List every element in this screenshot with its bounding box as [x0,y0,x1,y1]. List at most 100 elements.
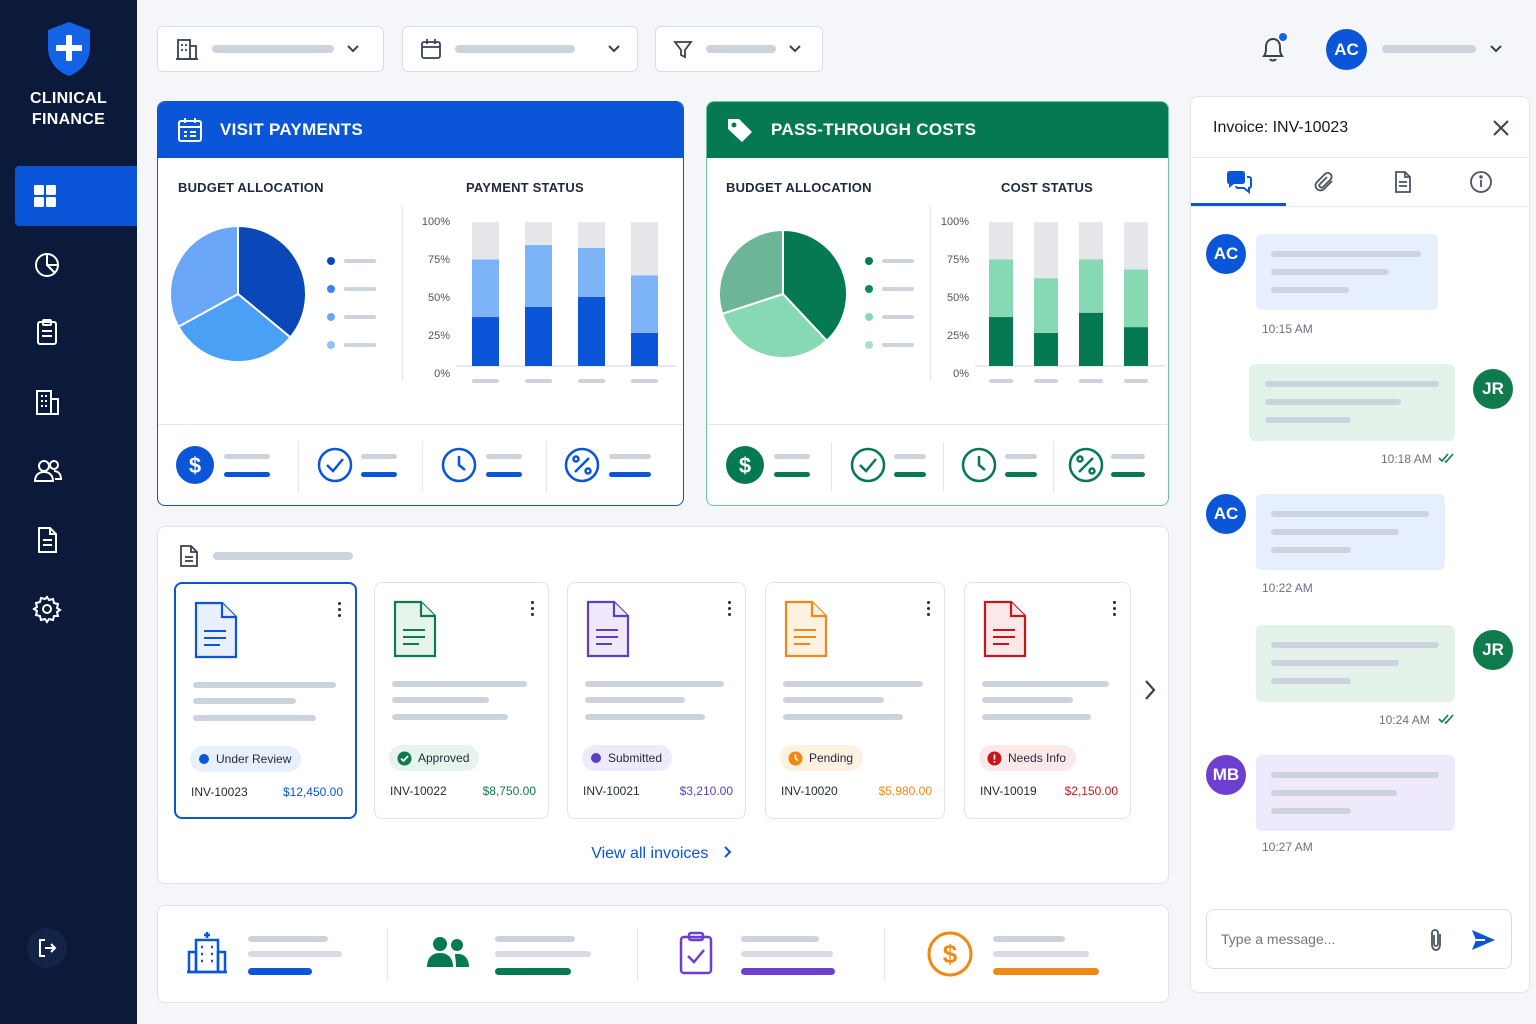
summary-panel: $ [157,905,1169,1003]
invoice-amount: $12,450.00 [282,785,343,799]
sidebar-item-sites[interactable] [15,372,137,432]
y-tick: 25% [427,330,450,342]
bar-segment [1079,259,1103,313]
invoice-card[interactable]: Under Review INV-10023 $12,450.00 [174,582,357,819]
status-badge: Approved [389,745,480,771]
logout-button[interactable] [27,928,67,968]
placeholder-bar [706,45,776,53]
message-line [1271,660,1399,666]
clock-icon [441,447,477,483]
notifications-button[interactable] [1256,32,1290,71]
avatar: JR [1473,369,1513,409]
dollar-icon: $ [176,446,214,484]
dollar-circle-icon: $ [927,931,973,977]
visit-payments-stats [158,424,683,504]
close-icon[interactable] [1491,118,1511,138]
paperclip-icon[interactable] [1425,927,1447,953]
sidebar-item-reports[interactable] [15,234,137,294]
filter-dropdown[interactable] [655,26,823,72]
invoice-card[interactable]: Pending INV-10020 $5,980.00 [765,582,945,819]
card-line [783,697,884,703]
summary-value-placeholder [741,936,835,975]
chevron-down-icon[interactable] [1489,44,1503,54]
stat-value-placeholder [774,454,810,477]
divider [930,206,931,381]
user-avatar[interactable]: AC [1326,29,1367,70]
card-line [193,682,336,688]
sidebar-item-documents[interactable] [15,510,137,570]
invoice-amount: $5,980.00 [878,784,932,798]
legend-label [882,259,914,263]
message-time: 10:27 AM [1262,840,1313,854]
sidebar-item-tasks[interactable] [15,302,137,362]
card-line [783,714,903,720]
chat-message [1256,625,1455,702]
tab-attachments[interactable] [1286,158,1364,206]
pie-slice [177,292,292,363]
message-input[interactable] [1221,928,1421,950]
bar-segment [989,222,1013,260]
bar-segment [1079,222,1103,260]
card-line [982,681,1109,687]
invoice-id: INV-10019 [980,784,1037,798]
tag-icon [728,119,752,142]
site-filter-dropdown[interactable] [157,26,384,72]
chevron-down-icon [789,45,801,53]
status-dot-icon [591,753,601,763]
bar-segment [631,222,658,276]
more-options-button[interactable] [531,601,535,619]
check-circle-icon [317,447,353,483]
clock-icon [961,447,997,483]
divider [637,928,638,980]
sidebar-item-users[interactable] [15,441,137,501]
bar-segment [1124,222,1148,270]
payment-status-bar-chart [456,222,676,383]
clock-icon [788,751,803,765]
card-line [585,714,705,720]
message-line [1271,269,1389,275]
percent-icon [1068,447,1104,483]
send-icon[interactable] [1469,926,1497,954]
stat-value-placeholder [486,454,522,477]
x-tick-label [525,379,552,383]
message-line [1271,251,1421,257]
more-options-button[interactable] [1113,601,1117,619]
more-options-button[interactable] [927,601,931,619]
x-tick-label [1124,379,1148,383]
invoice-card[interactable]: Submitted INV-10021 $3,210.00 [567,582,746,819]
tab-documents[interactable] [1364,158,1442,206]
x-tick-label [989,379,1013,383]
avatar: MB [1206,755,1246,795]
card-line [392,714,508,720]
more-options-button[interactable] [728,601,732,619]
chevron-right-icon[interactable] [1141,678,1159,702]
building-icon [176,39,198,60]
message-line [1271,511,1429,517]
document-icon [1395,171,1411,193]
double-check-icon [1438,453,1454,464]
tab-info[interactable] [1442,158,1520,206]
cost-status-title: COST STATUS [1001,180,1093,195]
bar-segment [1124,327,1148,366]
message-time: 10:15 AM [1262,322,1313,336]
chat-message [1256,494,1445,570]
card-line [585,697,685,703]
divider [422,442,423,492]
sidebar-item-dashboard[interactable] [15,166,137,226]
status-label: Submitted [608,751,663,765]
chevron-down-icon [608,45,620,53]
message-line [1271,529,1399,535]
invoice-id: INV-10021 [583,784,640,798]
tab-chat[interactable] [1191,158,1286,206]
bar-segment [1079,312,1103,366]
active-tab-indicator [1191,203,1286,206]
invoice-chat-panel: Invoice: INV-10023 AC 10:15 AM JR [1190,96,1530,993]
card-line [193,715,316,721]
sidebar-item-settings[interactable] [15,579,137,639]
invoice-card[interactable]: Needs Info INV-10019 $2,150.00 [964,582,1131,819]
more-options-button[interactable] [338,602,342,620]
date-filter-dropdown[interactable] [402,26,638,72]
y-tick: 0% [953,368,969,380]
view-all-invoices-link[interactable]: View all invoices [158,845,1168,863]
invoice-card[interactable]: Approved INV-10022 $8,750.00 [374,582,549,819]
